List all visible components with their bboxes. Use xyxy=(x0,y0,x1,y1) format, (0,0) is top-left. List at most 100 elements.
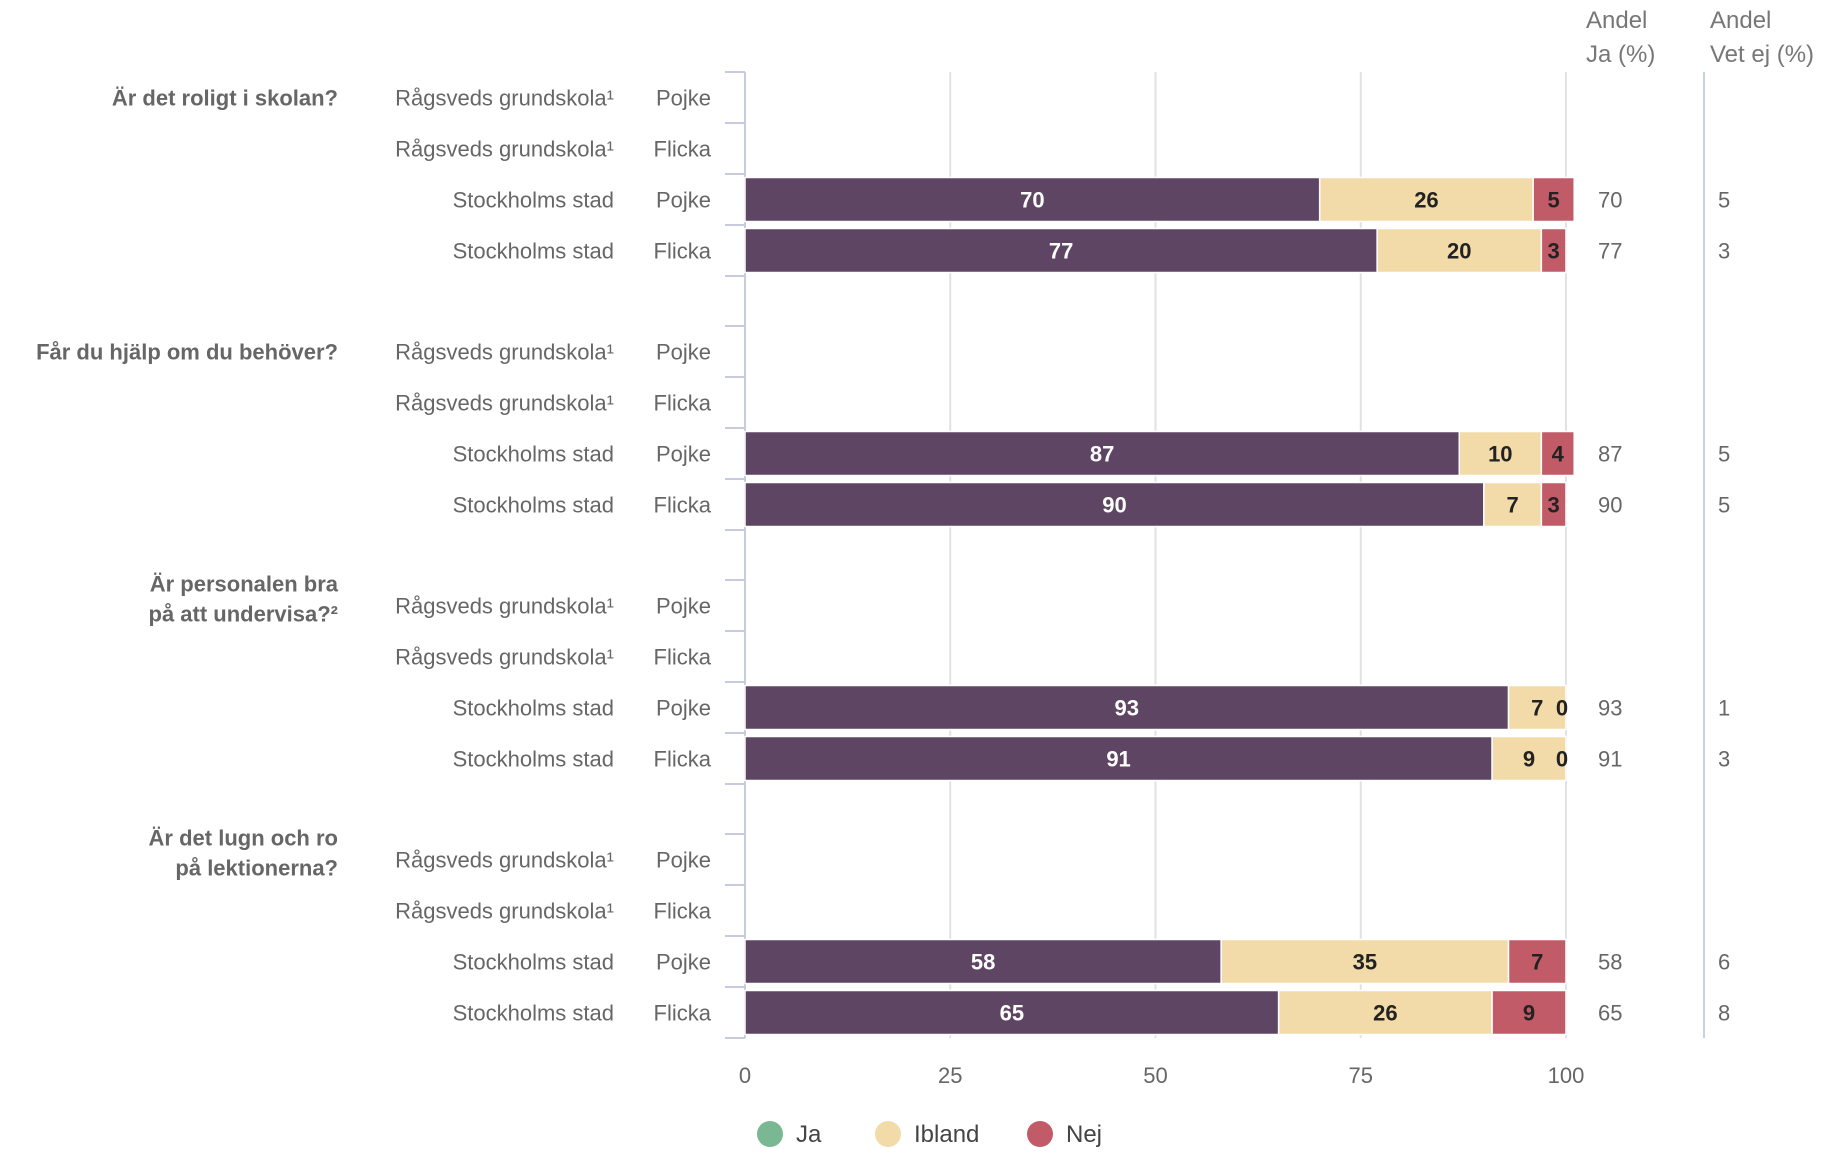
row-unit-label: Rågsveds grundskola¹ xyxy=(395,645,614,670)
question-label: Är det roligt i skolan? xyxy=(112,86,338,111)
bar-segment-yes xyxy=(744,938,1222,985)
row-unit-label: Rågsveds grundskola¹ xyxy=(395,340,614,365)
bar-segment-sometimes xyxy=(1491,735,1567,782)
x-tick-label: 25 xyxy=(938,1063,962,1088)
share-yes-value: 91 xyxy=(1598,747,1622,772)
row-gender-label: Pojke xyxy=(656,696,711,721)
x-tick-label: 50 xyxy=(1143,1063,1167,1088)
row-unit-label: Stockholms stad xyxy=(453,442,614,467)
bar-segment-yes xyxy=(744,735,1493,782)
row-gender-label: Pojke xyxy=(656,950,711,975)
bar-label-no: 7 xyxy=(1531,950,1543,975)
col-header-share-yes-line1: Andel xyxy=(1586,7,1647,34)
bar-label-yes: 65 xyxy=(1000,1001,1024,1026)
share-dontknow-value: 8 xyxy=(1718,1001,1730,1026)
share-yes-value: 58 xyxy=(1598,950,1622,975)
share-dontknow-value: 5 xyxy=(1718,493,1730,518)
question-label: Får du hjälp om du behöver? xyxy=(36,340,338,365)
question-label-line2: på lektionerna? xyxy=(175,856,338,881)
bar-segment-yes xyxy=(744,481,1485,528)
row-unit-label: Stockholms stad xyxy=(453,696,614,721)
bar-label-yes: 93 xyxy=(1115,696,1139,721)
row-gender-label: Flicka xyxy=(654,391,712,416)
bar-label-yes: 70 xyxy=(1020,188,1044,213)
share-yes-value: 65 xyxy=(1598,1001,1622,1026)
bar-label-sometimes: 7 xyxy=(1531,696,1543,721)
row-gender-label: Pojke xyxy=(656,848,711,873)
x-tick-label: 75 xyxy=(1349,1063,1373,1088)
legend-marker-ja xyxy=(757,1121,783,1147)
bar-label-yes: 77 xyxy=(1049,239,1073,264)
bar-label-yes: 90 xyxy=(1102,493,1126,518)
col-header-share-yes-line2: Ja (%) xyxy=(1586,41,1655,68)
share-yes-value: 70 xyxy=(1598,188,1622,213)
bar-label-sometimes: 20 xyxy=(1447,239,1471,264)
bar-segment-no xyxy=(1540,227,1567,274)
row-gender-label: Flicka xyxy=(654,899,712,924)
bar-segment-no xyxy=(1491,989,1567,1036)
row-unit-label: Rågsveds grundskola¹ xyxy=(395,594,614,619)
bar-segment-no xyxy=(1540,481,1567,528)
share-dontknow-value: 5 xyxy=(1718,442,1730,467)
row-unit-label: Stockholms stad xyxy=(453,1001,614,1026)
row-gender-label: Flicka xyxy=(654,493,712,518)
bar-segment-no xyxy=(1532,176,1575,223)
row-unit-label: Rågsveds grundskola¹ xyxy=(395,391,614,416)
legend-label-nej: Nej xyxy=(1066,1121,1102,1148)
row-unit-label: Rågsveds grundskola¹ xyxy=(395,86,614,111)
legend-marker-nej xyxy=(1027,1121,1053,1147)
bar-segment-sometimes xyxy=(1458,430,1543,477)
row-gender-label: Pojke xyxy=(656,594,711,619)
bar-segment-yes xyxy=(744,684,1510,731)
bar-segment-sometimes xyxy=(1507,684,1567,731)
bar-label-no: 3 xyxy=(1548,239,1560,264)
bar-label-sometimes: 7 xyxy=(1507,493,1519,518)
row-unit-label: Stockholms stad xyxy=(453,188,614,213)
row-unit-label: Rågsveds grundskola¹ xyxy=(395,899,614,924)
share-dontknow-value: 6 xyxy=(1718,950,1730,975)
x-tick-label: 0 xyxy=(739,1063,751,1088)
question-label-line1: Är personalen bra xyxy=(150,572,339,597)
row-gender-label: Flicka xyxy=(654,1001,712,1026)
question-label-line1: Är det lugn och ro xyxy=(149,826,338,851)
share-yes-value: 90 xyxy=(1598,493,1622,518)
bar-segment-sometimes xyxy=(1318,176,1534,223)
legend-label-ibland: Ibland xyxy=(914,1121,979,1148)
row-unit-label: Stockholms stad xyxy=(453,747,614,772)
row-unit-label: Rågsveds grundskola¹ xyxy=(395,848,614,873)
bar-label-sometimes: 9 xyxy=(1523,747,1535,772)
share-yes-value: 77 xyxy=(1598,239,1622,264)
bar-label-sometimes: 35 xyxy=(1353,950,1377,975)
row-gender-label: Flicka xyxy=(654,645,712,670)
bar-segment-no xyxy=(1507,938,1567,985)
share-dontknow-value: 3 xyxy=(1718,747,1730,772)
share-dontknow-value: 1 xyxy=(1718,696,1730,721)
col-header-share-dontknow-line1: Andel xyxy=(1710,7,1771,34)
share-yes-value: 93 xyxy=(1598,696,1622,721)
bar-label-no: 3 xyxy=(1548,493,1560,518)
row-unit-label: Stockholms stad xyxy=(453,493,614,518)
bar-label-sometimes: 26 xyxy=(1373,1001,1397,1026)
share-dontknow-value: 5 xyxy=(1718,188,1730,213)
bar-label-no: 5 xyxy=(1548,188,1560,213)
legend-label-ja: Ja xyxy=(796,1121,822,1148)
row-gender-label: Flicka xyxy=(654,747,712,772)
bar-label-no: 0 xyxy=(1556,696,1568,721)
question-label-line2: på att undervisa?² xyxy=(149,602,338,627)
bar-segment-yes xyxy=(744,227,1378,274)
bar-segment-sometimes xyxy=(1483,481,1543,528)
bar-label-yes: 58 xyxy=(971,950,995,975)
row-gender-label: Flicka xyxy=(654,137,712,162)
row-gender-label: Flicka xyxy=(654,239,712,264)
bar-label-no: 9 xyxy=(1523,1001,1535,1026)
bar-segment-yes xyxy=(744,176,1321,223)
bar-segment-yes xyxy=(744,430,1461,477)
row-gender-label: Pojke xyxy=(656,188,711,213)
col-header-share-dontknow-line2: Vet ej (%) xyxy=(1710,41,1814,68)
share-yes-value: 87 xyxy=(1598,442,1622,467)
row-unit-label: Rågsveds grundskola¹ xyxy=(395,137,614,162)
bar-label-no: 0 xyxy=(1556,747,1568,772)
share-dontknow-value: 3 xyxy=(1718,239,1730,264)
bar-segment-sometimes xyxy=(1277,989,1493,1036)
